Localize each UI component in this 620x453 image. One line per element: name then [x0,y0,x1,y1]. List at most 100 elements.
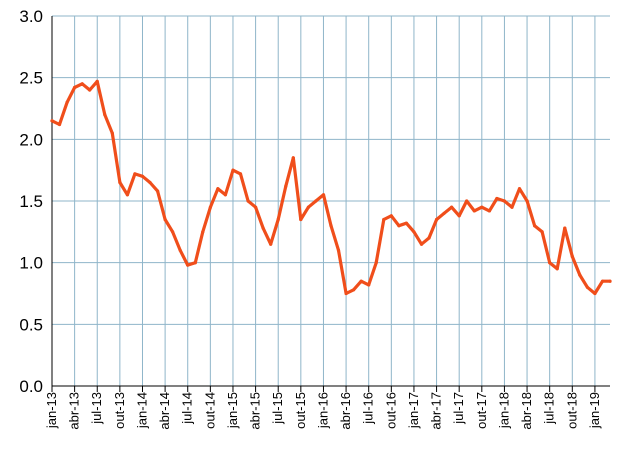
data-point-2016-02 [329,224,333,228]
data-point-2014-11 [216,187,220,191]
data-point-2018-03 [517,187,522,191]
series-group [50,79,612,296]
data-point-2013-12 [133,172,137,176]
data-point-2017-03 [427,236,431,240]
data-point-2013-02 [57,122,62,127]
y-tick-label: 2.5 [19,69,43,88]
data-point-2013-05 [80,82,84,86]
x-tick-label: jan-17 [406,392,421,429]
y-tick-label: 0.0 [19,377,43,396]
x-tick-label: jul-14 [180,392,195,425]
x-tick-label: jul-13 [89,392,104,425]
x-tick-label: abr-13 [67,392,82,430]
data-point-2015-05 [261,226,265,230]
data-point-2016-06 [359,279,363,283]
x-tick-label: out-18 [564,392,579,429]
data-point-2013-10 [118,180,122,185]
x-tick-label: jul-15 [270,392,285,425]
data-point-2016-09 [382,217,386,222]
data-point-2013-09 [110,131,114,135]
x-tick-label: jan-18 [496,392,511,429]
y-tick-label: 1.0 [19,254,43,273]
data-point-2016-04 [344,291,348,296]
data-point-2014-12 [223,193,227,197]
x-tick-label: jan-16 [315,392,330,429]
x-tick-label: out-15 [293,392,308,429]
data-point-2018-05 [533,224,537,228]
data-point-2013-07 [95,79,99,83]
data-point-2016-10 [389,214,393,218]
x-tick-label: jul-17 [451,392,466,425]
data-point-2017-05 [442,211,446,215]
data-point-2016-01 [321,193,326,197]
data-point-2015-06 [269,242,273,246]
data-point-2019-02 [600,279,605,283]
x-tick-label: abr-14 [157,392,172,430]
data-point-2018-10 [570,254,574,259]
data-point-2018-08 [555,267,559,271]
data-point-2017-12 [495,196,499,201]
x-tick-label: abr-17 [429,392,444,430]
data-point-2013-08 [103,113,107,117]
data-point-2014-03 [156,189,160,193]
horizontal-gridlines [52,15,610,325]
y-tick-label: 3.0 [19,7,43,26]
data-point-2013-03 [65,100,69,104]
data-point-2013-11 [125,193,129,197]
data-point-2013-04 [73,85,77,90]
data-point-2015-04 [254,205,258,209]
x-tick-label: out-16 [383,392,398,429]
data-point-2017-11 [487,209,491,213]
data-point-2017-10 [480,205,484,209]
x-tick-label: out-13 [112,392,127,429]
data-point-2018-01 [502,199,506,203]
data-point-2014-08 [193,261,197,265]
x-tick-label: jul-18 [542,392,557,425]
y-tick-label: 2.0 [19,130,43,149]
data-point-2019-03 [608,279,612,283]
x-tick-label: abr-16 [338,392,353,430]
data-point-2017-07 [457,214,461,218]
data-point-2016-07 [367,283,371,287]
x-tick-label: abr-15 [248,392,263,430]
data-point-2015-07 [276,217,280,222]
x-tick-label: jan-19 [587,392,602,429]
data-point-2014-07 [186,263,190,267]
x-tick-label: abr-18 [519,392,534,430]
data-point-2018-12 [585,285,590,289]
x-tick-label: jan-14 [134,392,149,429]
data-point-2014-10 [208,205,212,209]
y-tick-label: 0.5 [19,315,43,334]
x-tick-label: jan-13 [44,392,59,429]
x-tick-labels: jan-13 abr-13 jul-13 out-13 jan-14 abr-14 jul-… [44,392,602,430]
data-point-2015-10 [299,217,303,222]
data-point-2014-02 [148,180,152,185]
data-point-2015-02 [238,172,243,176]
axes [51,16,610,392]
data-point-2015-01 [231,168,235,172]
data-point-2018-09 [563,226,567,230]
x-tick-label: out-14 [202,392,217,429]
data-point-2014-01 [140,174,145,178]
y-tick-label: 1.5 [19,192,43,211]
data-point-2017-01 [412,230,416,234]
data-point-2015-09 [291,156,295,160]
data-point-2018-07 [548,261,552,265]
y-tick-labels: 0.0 0.5 1.0 1.5 2.0 2.5 3.0 [19,7,43,396]
data-point-2014-04 [163,217,167,222]
data-point-2016-12 [404,221,408,225]
x-tick-label: jul-16 [361,392,376,425]
data-point-2015-08 [284,184,288,188]
data-point-2016-11 [397,224,401,228]
data-point-2017-08 [465,199,469,203]
data-point-2014-06 [178,248,182,252]
data-point-2017-09 [472,209,476,213]
x-tick-label: jan-15 [225,392,240,429]
data-point-2016-08 [374,261,378,265]
data-point-2018-06 [540,230,544,234]
data-point-2014-05 [171,230,175,234]
data-point-2015-12 [314,199,318,203]
data-point-2017-02 [419,242,424,246]
data-point-2019-01 [593,291,597,296]
